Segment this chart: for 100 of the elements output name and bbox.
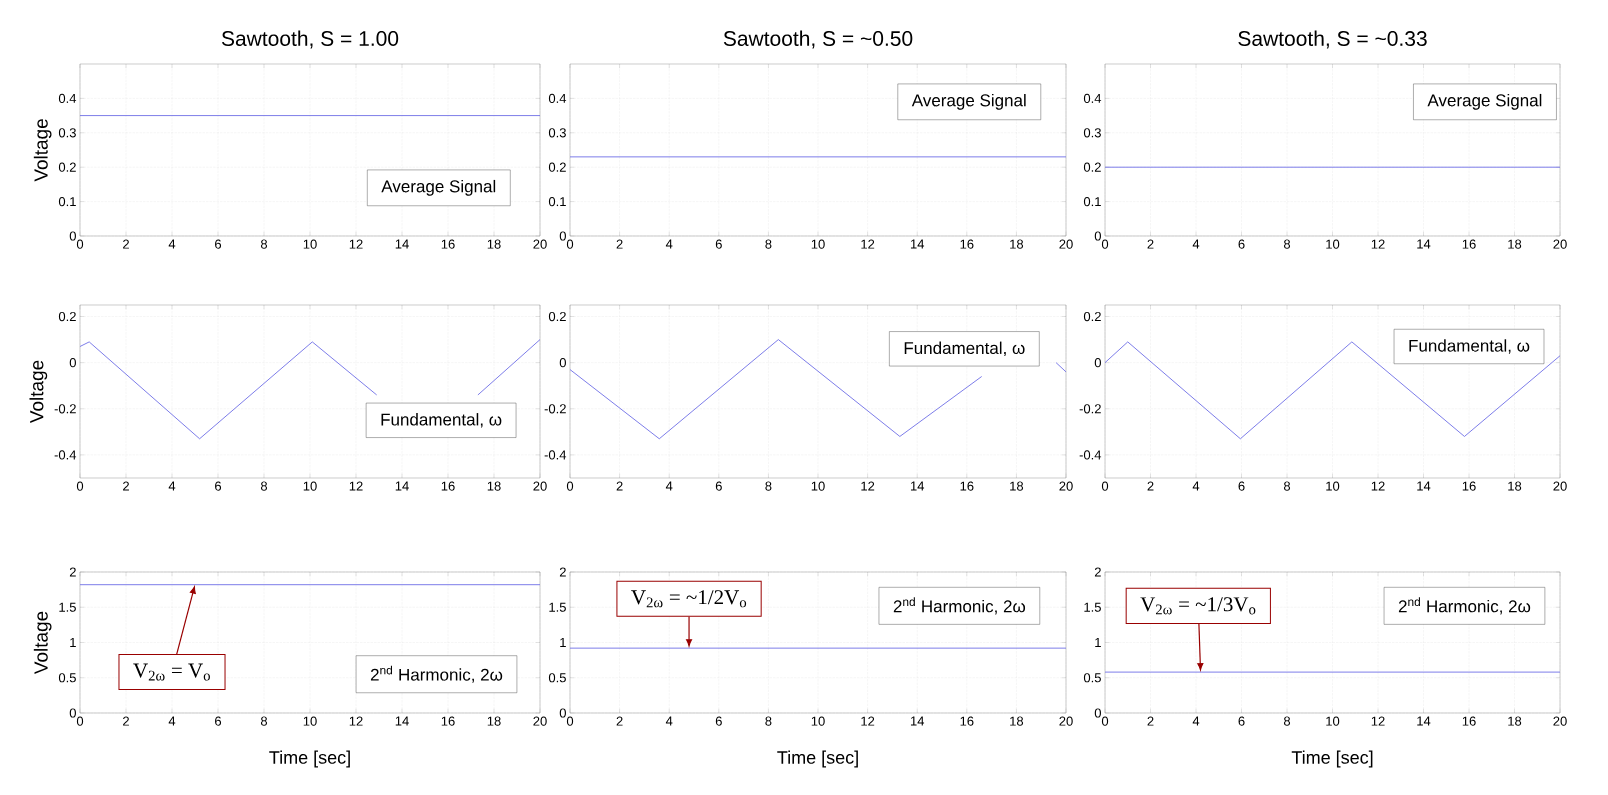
x-tick-label: 18 — [487, 716, 501, 726]
y-tick-label: 0.2 — [1083, 162, 1101, 172]
y-tick-label: -0.4 — [544, 450, 567, 460]
x-tick-label: 12 — [1371, 716, 1385, 726]
x-tick-label: 8 — [1283, 481, 1291, 491]
x-tick-label: 4 — [168, 716, 176, 726]
x-tick-label: 2 — [616, 481, 623, 491]
x-tick-label: 6 — [1238, 239, 1245, 249]
x-tick-label: 8 — [765, 716, 772, 726]
y-tick-label: 0 — [69, 358, 76, 368]
x-tick-label: 0 — [76, 239, 84, 249]
x-tick-label: 14 — [395, 239, 409, 249]
x-tick-label: 10 — [1326, 239, 1340, 249]
x-tick-label: 0 — [566, 481, 574, 491]
y-tick-label: 0.3 — [1083, 128, 1101, 138]
x-tick-label: 8 — [260, 716, 268, 726]
x-tick-label: 8 — [260, 239, 268, 249]
y-tick-label: 1.5 — [1084, 602, 1101, 612]
annotation: Average Signal — [381, 179, 496, 196]
y-tick-label: 1 — [560, 638, 566, 647]
x-tick-label: 20 — [1059, 481, 1073, 491]
chart-title: Sawtooth, S = ~0.50 — [723, 30, 913, 49]
x-tick-label: 14 — [395, 481, 409, 491]
x-tick-label: 18 — [487, 481, 501, 491]
x-tick-label: 4 — [665, 481, 673, 491]
x-tick-label: 0 — [1101, 239, 1109, 249]
y-tick-label: 2 — [69, 567, 76, 577]
y-axis-title: Voltage — [29, 360, 48, 424]
x-tick-label: 18 — [1508, 481, 1522, 491]
x-tick-label: 0 — [76, 716, 84, 726]
y-tick-label: 0.4 — [548, 93, 567, 103]
x-tick-label: 4 — [1192, 239, 1200, 249]
x-tick-label: 12 — [349, 239, 363, 249]
x-tick-label: 4 — [168, 239, 176, 249]
x-tick-label: 6 — [215, 239, 222, 249]
x-tick-label: 2 — [123, 481, 129, 491]
y-tick-label: -0.2 — [544, 404, 566, 414]
x-tick-label: 10 — [303, 716, 317, 726]
x-tick-label: 8 — [1283, 239, 1291, 249]
x-tick-label: 10 — [1326, 481, 1340, 491]
y-tick-label: 1.5 — [59, 602, 76, 612]
y-tick-label: 2 — [1094, 567, 1101, 577]
y-tick-label: 0.1 — [58, 196, 76, 207]
x-axis-title: Time [sec] — [777, 750, 858, 768]
x-tick-label: 12 — [861, 716, 875, 726]
x-tick-label: 2 — [1147, 239, 1154, 249]
x-tick-label: 10 — [1326, 716, 1340, 726]
x-tick-label: 4 — [1192, 481, 1200, 491]
annotation: 2$^{nd}$ Harmonic, 2ω — [370, 665, 503, 683]
y-tick-label: 0.5 — [548, 673, 566, 683]
x-tick-label: 10 — [811, 239, 825, 249]
y-tick-label: 0.4 — [1083, 93, 1102, 103]
x-tick-label: 6 — [715, 481, 722, 491]
y-tick-label: 0 — [1094, 358, 1101, 368]
y-tick-label: 0 — [559, 358, 566, 368]
chart-title: Sawtooth, S = ~0.33 — [1238, 30, 1427, 49]
x-tick-label: 16 — [960, 239, 974, 249]
x-axis-title: Time [sec] — [1291, 750, 1373, 768]
x-tick-label: 14 — [1417, 239, 1431, 249]
x-tick-label: 14 — [910, 481, 925, 491]
y-axis-title: Voltage — [33, 611, 52, 675]
y-tick-label: -0.4 — [1079, 450, 1102, 460]
x-tick-label: 8 — [765, 239, 772, 249]
x-tick-label: 12 — [861, 481, 875, 491]
x-tick-label: 18 — [1508, 239, 1522, 249]
x-tick-label: 18 — [1010, 481, 1024, 491]
x-tick-label: 2 — [616, 239, 623, 249]
x-tick-label: 20 — [1059, 716, 1073, 726]
y-tick-label: 0.5 — [1083, 673, 1101, 683]
x-axis-title: Time [sec] — [269, 750, 350, 768]
chart-title: Sawtooth, S = 1.00 — [221, 30, 399, 49]
y-tick-label: 0 — [1094, 708, 1101, 718]
x-tick-label: 4 — [168, 481, 176, 491]
x-tick-label: 12 — [349, 481, 363, 491]
x-tick-label: 20 — [1553, 481, 1567, 491]
y-tick-label: 0.4 — [58, 93, 77, 103]
annotation: 2$^{nd}$ Harmonic, 2ω — [893, 597, 1026, 615]
y-tick-label: 0.2 — [58, 162, 76, 172]
y-tick-label: 1.5 — [549, 602, 566, 612]
x-tick-label: 14 — [1417, 716, 1431, 726]
annotation: V$_{2ω}$ = V$_{o}$ — [133, 663, 210, 681]
x-tick-label: 18 — [1508, 716, 1522, 726]
x-tick-label: 6 — [715, 239, 722, 249]
x-tick-label: 10 — [811, 716, 825, 726]
y-tick-label: -0.2 — [1079, 404, 1101, 414]
x-tick-label: 16 — [441, 481, 455, 491]
x-tick-label: 2 — [616, 716, 623, 726]
x-tick-label: 20 — [533, 716, 547, 726]
annotation: V$_{2ω}$ = ~1/2V$_{o}$ — [631, 590, 747, 608]
y-tick-label: 0 — [69, 231, 76, 241]
x-tick-label: 18 — [487, 239, 501, 249]
x-tick-label: 10 — [811, 481, 825, 491]
x-tick-label: 14 — [395, 716, 409, 726]
x-tick-label: 10 — [303, 481, 317, 491]
y-tick-label: 1 — [70, 638, 76, 647]
x-tick-label: 14 — [910, 716, 925, 726]
x-tick-label: 12 — [349, 716, 363, 726]
x-tick-label: 0 — [566, 716, 574, 726]
x-tick-label: 14 — [910, 239, 925, 249]
x-tick-label: 2 — [123, 239, 129, 249]
